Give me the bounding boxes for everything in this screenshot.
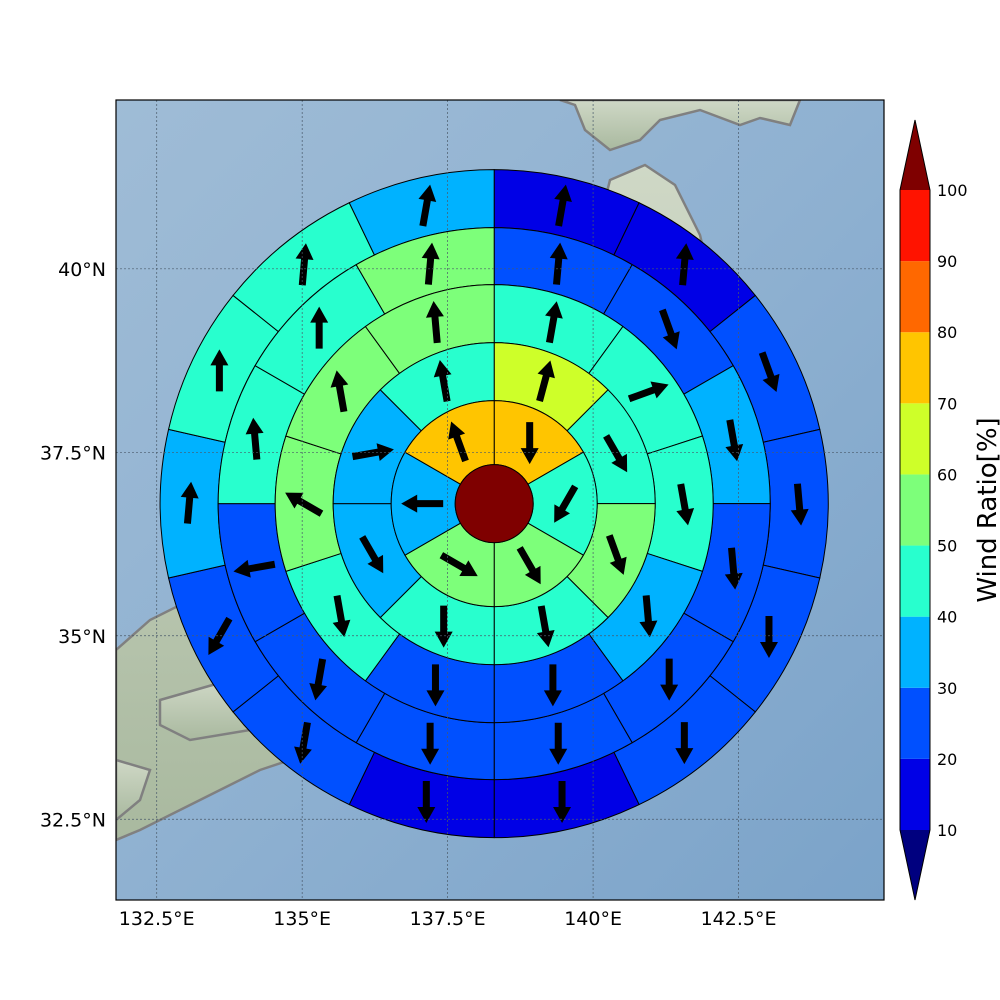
x-tick-label-1: 135°E: [273, 908, 331, 930]
wind-arrow-r4-s8: [233, 559, 276, 578]
wind-arrow-r1-s3: [439, 552, 478, 577]
colorbar-bin-8: [900, 190, 930, 262]
hokkaido-landmass: [559, 100, 802, 152]
x-tick-label-0: 132.5°E: [119, 908, 195, 930]
colorbar-tick-label-7: 80: [937, 323, 957, 342]
sector-r3-s2: [646, 435, 714, 572]
colorbar-tick-label-5: 60: [937, 465, 957, 484]
colorbar-bin-0: [900, 758, 930, 830]
colorbar-bin-5: [900, 403, 930, 475]
wind-arrow-r5-s6: [553, 781, 572, 824]
wind-arrow-r5-s7: [417, 781, 436, 824]
wind-arrow-r4-s5: [549, 722, 568, 765]
colorbar-bin-4: [900, 474, 930, 546]
colorbar-tick-label-1: 20: [937, 750, 957, 769]
wind-arrow-r3-s4: [543, 664, 562, 707]
wind-arrow-r3-s6: [332, 595, 351, 638]
wind-arrow-r3-s2: [676, 483, 695, 526]
wind-arrow-r4-s4: [660, 658, 679, 701]
colorbar-tick-label-3: 40: [937, 608, 957, 627]
kyushu-landmass: [116, 758, 152, 822]
colorbar-outline: [899, 119, 931, 901]
wind-arrow-r1-s1: [554, 484, 579, 523]
colorbar-bin-1: [900, 687, 930, 759]
wind-arrows: [180, 184, 809, 824]
colorbar-bin-6: [900, 332, 930, 404]
wind-arrow-r3-s7: [285, 492, 324, 517]
wind-arrow-r3-s8: [330, 370, 349, 413]
colorbar: 10 20 30 40 50 60 70 80 90 100: [899, 119, 968, 901]
colorbar-bin-3: [900, 545, 930, 617]
x-tick-label-4: 142.5°E: [701, 908, 777, 930]
y-tick-label-1: 37.5°N: [40, 442, 106, 464]
y-tick-label-0: 40°N: [58, 259, 106, 281]
y-tick-label-3: 32.5°N: [40, 809, 106, 831]
wind-arrow-r2-s5: [359, 535, 384, 574]
wind-arrow-r4-s10: [310, 306, 329, 349]
wind-arrow-r1-s4: [401, 494, 444, 513]
sector-r0-s0: [454, 464, 534, 544]
wind-arrow-r2-s3: [536, 605, 555, 648]
wind-arrow-r1-s5: [448, 421, 469, 463]
map-frame: [115, 99, 885, 901]
colorbar-over-extension: [900, 120, 930, 190]
wind-arrow-r3-s0: [545, 301, 563, 344]
y-tick-label-2: 35°N: [58, 626, 106, 648]
wind-arrow-r4-s3: [724, 547, 743, 590]
wind-arrow-r5-s3: [790, 483, 809, 526]
wind-arrow-r5-s10: [180, 481, 199, 524]
wind-arrow-r5-s1: [675, 243, 694, 286]
wind-arrow-r4-s2: [725, 419, 744, 462]
colorbar-title: Wind Ratio[%]: [973, 417, 1000, 602]
x-tick-label-2: 137.5°E: [410, 908, 486, 930]
wind-arrow-r5-s13: [418, 184, 437, 227]
wind-arrow-r4-s1: [659, 308, 680, 350]
wind-arrow-r2-s1: [603, 434, 628, 473]
wind-arrow-r3-s3: [639, 595, 658, 638]
x-tick-label-3: 140°E: [564, 908, 622, 930]
wind-arrow-r4-s11: [421, 242, 440, 285]
wind-arrow-r4-s9: [245, 417, 264, 460]
colorbar-under-extension: [900, 830, 930, 900]
wind-arrow-r2-s2: [606, 534, 627, 575]
colorbar-tick-label-6: 70: [937, 394, 957, 413]
colorbar-tick-label-8: 90: [937, 252, 957, 271]
wind-arrow-r5-s4: [759, 616, 778, 659]
gridlines: [116, 100, 884, 900]
wind-arrow-r5-s8: [294, 721, 312, 764]
wind-arrow-r2-s7: [433, 360, 452, 403]
wind-arrow-r5-s0: [554, 184, 572, 227]
wind-arrow-r5-s2: [758, 351, 780, 393]
map-panel: [116, 100, 884, 900]
wind-arrow-r3-s1: [627, 381, 669, 403]
wind-arrow-r5-s5: [675, 722, 694, 765]
colorbar-tick-label-4: 50: [937, 537, 957, 556]
colorbar-bin-2: [900, 616, 930, 688]
wind-arrow-r1-s0: [520, 422, 539, 465]
y-axis-ticks: 40°N 37.5°N 35°N 32.5°N: [40, 259, 106, 831]
colorbar-bin-7: [900, 261, 930, 333]
wind-ratio-sectors: [159, 169, 829, 839]
colorbar-tick-label-9: 100: [937, 181, 968, 200]
wind-arrow-r5-s12: [295, 243, 314, 286]
wind-arrow-r3-s9: [425, 301, 444, 344]
wind-arrow-r4-s6: [421, 722, 440, 765]
wind-arrow-r4-s7: [309, 658, 327, 701]
colorbar-tick-label-0: 10: [937, 821, 957, 840]
wind-arrow-r4-s0: [549, 242, 568, 285]
wind-arrow-r5-s11: [210, 349, 229, 392]
wind-arrow-r2-s4: [434, 605, 453, 648]
wind-arrow-r3-s5: [426, 664, 445, 707]
x-axis-ticks: 132.5°E 135°E 137.5°E 140°E 142.5°E: [119, 908, 777, 930]
colorbar-tick-label-2: 30: [937, 679, 957, 698]
wind-arrow-r1-s2: [516, 546, 541, 585]
wind-arrow-r2-s0: [536, 360, 555, 402]
